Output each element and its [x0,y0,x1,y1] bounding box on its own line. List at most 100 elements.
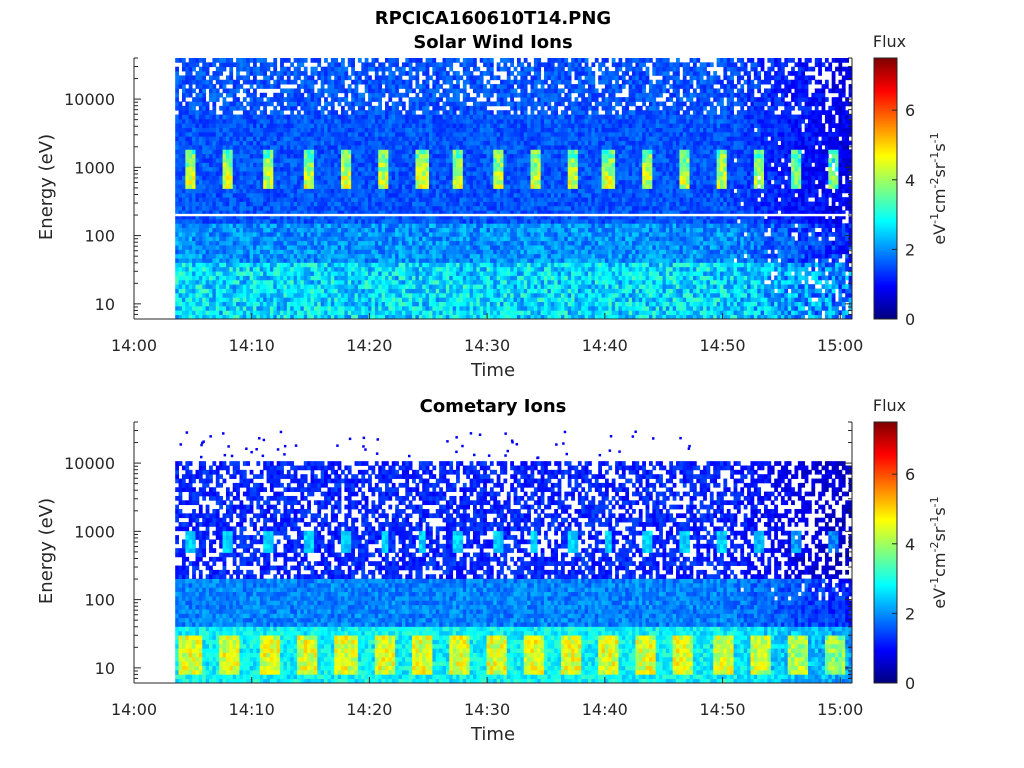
spectrogram-cell [229,166,234,172]
spectrogram-cell [425,292,430,298]
spectrogram-cell [205,218,210,224]
spectrogram-cell [462,258,467,263]
solar-wind-spectrogram [175,58,853,320]
spectrogram-cell [398,236,403,242]
spectrogram-cell [469,245,474,250]
spectrogram-cell [269,71,274,76]
spectrogram-cell [415,240,420,246]
spectrogram-cell [225,123,230,128]
spectrogram-cell [276,71,281,76]
spectrogram-cell [259,166,264,172]
spectrogram-cell [405,84,410,89]
spectrogram-cell [209,188,213,194]
spectrogram-cell [185,136,190,142]
spectrogram-cell [412,110,416,115]
spectrogram-cell [459,279,464,285]
spectrogram-cell [425,227,430,233]
spectrogram-cell [469,210,474,215]
spectrogram-cell [415,114,420,120]
spectrogram-cell [303,184,308,189]
spectrogram-cell [212,297,217,302]
spectrogram-cell [378,262,383,268]
spectrogram-cell [412,271,416,276]
spectrogram-cell [239,105,244,111]
spectrogram-cell [425,223,430,229]
spectrogram-cell [459,262,464,268]
spectrogram-cell [368,162,372,168]
spectrogram-cell [334,171,339,176]
spectrogram-cell [415,140,420,146]
spectrogram-cell [418,127,423,133]
spectrogram-cell [239,101,244,107]
spectrogram-cell [310,279,315,285]
spectrogram-cell [175,118,179,124]
spectrogram-cell [412,97,416,102]
spectrogram-cell [229,223,234,229]
spectrogram-cell [236,184,240,189]
spectrogram-cell [435,232,440,237]
spectrogram-cell [368,166,372,172]
spectrogram-cell [368,118,372,124]
spectrogram-cell [202,253,207,259]
spectrogram-cell [181,166,186,172]
spectrogram-cell [263,288,267,294]
spectrogram-cell [300,188,305,194]
spectrogram-cell [442,145,447,150]
spectrogram-cell [313,71,318,76]
spectrogram-cell [225,162,230,168]
spectrogram-cell [280,179,284,185]
spectrogram-cell [405,314,410,320]
spectrogram-cell [283,266,288,272]
spectrogram-cell [273,258,278,263]
spectrogram-cell [327,79,332,85]
spectrogram-cell [408,127,413,133]
spectrogram-cell [290,288,295,294]
spectrogram-cell [398,66,403,72]
spectrogram-cell [462,210,467,215]
spectrogram-cell [222,201,227,207]
spectrogram-cell [334,305,339,311]
spectrogram-cell [344,171,349,176]
spectrogram-cell [293,262,298,268]
spectrogram-cell [405,310,410,316]
spectrogram-cell [378,214,383,220]
spectrogram-cell [452,197,457,202]
spectrogram-cell [181,227,186,233]
spectrogram-cell [385,214,389,220]
spectrogram-cell [269,214,274,220]
spectrogram-cell [232,101,237,107]
spectrogram-cell [452,232,457,237]
spectrogram-cell [415,66,420,72]
spectrogram-cell [202,266,207,272]
spectrogram-cell [429,192,433,198]
spectrogram-cell [381,114,386,120]
spectrogram-cell [327,171,332,176]
spectrogram-cell [192,110,196,115]
spectrogram-cell [317,284,322,289]
spectrogram-cell [452,179,457,185]
spectrogram-cell [266,258,271,263]
spectrogram-cell [432,227,437,233]
spectrogram-cell [385,171,389,176]
spectrogram-cell [452,58,457,63]
spectrogram-cell [385,297,389,302]
spectrogram-cell [422,88,427,94]
spectrogram-cell [456,97,460,102]
spectrogram-cell [364,197,369,202]
spectrogram-cell [320,127,325,133]
spectrogram-cell [215,166,220,172]
spectrogram-cell [175,236,179,242]
spectrogram-cell [469,249,474,255]
spectrogram-cell [253,223,257,229]
spectrogram-cell [368,271,372,276]
spectrogram-cell [378,223,383,229]
spectrogram-cell [388,114,393,120]
spectrogram-cell [347,197,352,202]
spectrogram-cell [469,279,474,285]
spectrogram-cell [320,297,325,302]
spectrogram-cell [320,236,325,242]
spectrogram-cell [439,71,443,76]
spectrogram-cell [202,210,207,215]
spectrogram-cell [297,71,301,76]
spectrogram-cell [385,149,389,155]
